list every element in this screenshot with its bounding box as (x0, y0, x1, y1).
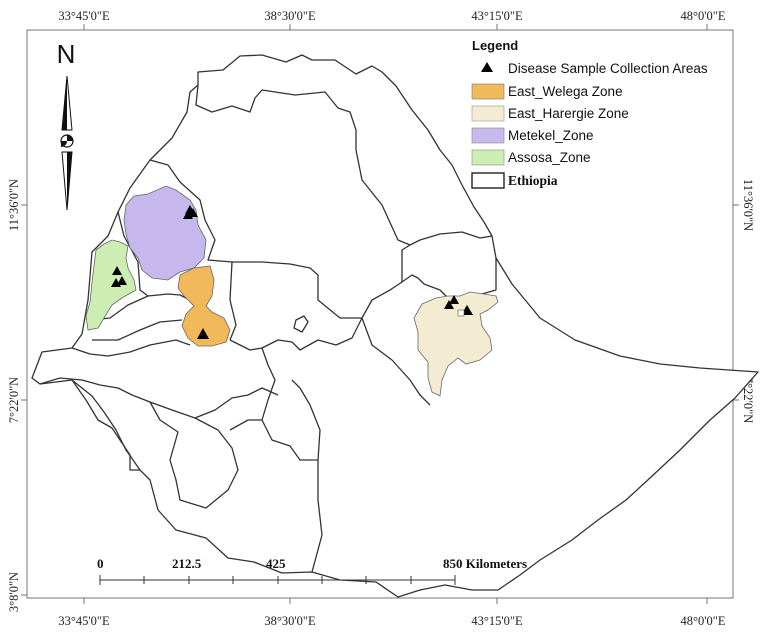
region-boundary (229, 261, 237, 341)
north-letter: N (57, 39, 76, 69)
scale-bar: 0 212.5 425 850 Kilometers (97, 556, 527, 585)
right-latitude-labels: 11°36'0"N 7°22'0"N (741, 179, 755, 423)
legend-swatch-east-welega (471, 83, 505, 100)
north-arrow-lower-shade (67, 152, 72, 210)
region-boundary (149, 159, 425, 319)
lon-label-bottom: 48°0'0"E (681, 614, 726, 628)
study-zones (85, 185, 499, 397)
region-boundary (311, 460, 323, 573)
scale-label-850: 850 Kilometers (443, 556, 527, 571)
region-boundary (229, 419, 262, 431)
north-arrow-upper-shade (62, 76, 67, 130)
ethiopia-outline (31, 54, 759, 598)
top-longitude-labels: 33°45'0"E 38°30'0"E 43°15'0"E 48°0'0"E (58, 9, 725, 23)
lon-label-bottom: 43°15'0"E (471, 614, 523, 628)
town-marker (457, 309, 465, 317)
lat-label-right: 7°22'0"N (741, 377, 755, 423)
region-boundary (293, 315, 309, 333)
lon-label-bottom: 33°45'0"E (58, 614, 110, 628)
lon-label-top: 38°30'0"E (264, 9, 316, 23)
sample-site-marker (117, 276, 127, 285)
region-boundary (361, 317, 431, 406)
east-harergie-zone (413, 291, 499, 397)
scale-label-212: 212.5 (172, 556, 202, 571)
legend-item-assosa: Assosa_Zone (508, 150, 591, 165)
legend-item-ethiopia: Ethiopia (508, 173, 558, 188)
legend-item-sample-areas: Disease Sample Collection Areas (508, 61, 708, 76)
lat-label-left: 3°8'0"N (7, 572, 21, 612)
legend-swatch-east-harergie (471, 105, 505, 122)
lat-label-left: 11°36'0"N (7, 179, 21, 231)
scale-bar-line (99, 575, 456, 585)
metekel-zone (123, 185, 207, 281)
region-boundary (71, 379, 140, 471)
region-boundary (261, 347, 321, 461)
sample-site-marker (183, 210, 193, 219)
legend-item-east-welega: East_Welega Zone (508, 84, 623, 99)
sample-site-marker (449, 295, 459, 304)
sample-site-marker (197, 328, 209, 339)
lon-label-top: 43°15'0"E (471, 9, 523, 23)
region-boundary (195, 84, 493, 246)
ethiopia-boundaries (31, 54, 759, 598)
assosa-zone (85, 239, 137, 331)
legend-item-east-harergie: East_Harergie Zone (508, 106, 629, 121)
east-welega-zone (177, 265, 231, 347)
north-arrow-hub-shade (61, 141, 67, 147)
region-boundary (39, 377, 249, 419)
region-boundary (71, 339, 191, 357)
region-boundary (247, 387, 279, 396)
sample-site-marker (444, 300, 454, 309)
legend-swatch-ethiopia (471, 172, 505, 189)
legend-swatch-assosa (471, 149, 505, 166)
left-latitude-labels: 11°36'0"N 7°22'0"N 3°8'0"N (7, 179, 21, 612)
graticule-ticks (21, 24, 739, 604)
region-boundary (229, 317, 363, 351)
lon-label-bottom: 38°30'0"E (264, 614, 316, 628)
lon-label-top: 48°0'0"E (681, 9, 726, 23)
region-boundary (401, 244, 411, 282)
legend-item-metekel: Metekel_Zone (508, 128, 594, 143)
region-boundary (92, 319, 183, 341)
legend-title: Legend (472, 38, 518, 53)
bottom-longitude-labels: 33°45'0"E 38°30'0"E 43°15'0"E 48°0'0"E (58, 614, 725, 628)
scale-label-0: 0 (97, 556, 104, 571)
lat-label-left: 7°22'0"N (7, 377, 21, 423)
scale-label-425: 425 (266, 556, 286, 571)
lon-label-top: 33°45'0"E (58, 9, 110, 23)
legend-triangle-symbol (481, 62, 493, 72)
region-boundary (149, 401, 239, 509)
north-arrow-hub-shade (67, 135, 73, 141)
sample-site-marker (111, 278, 121, 287)
lat-label-right: 11°36'0"N (741, 179, 755, 231)
sample-sites (111, 205, 473, 339)
legend: Legend Disease Sample Collection Areas E… (471, 38, 708, 189)
north-arrow: N (57, 39, 76, 211)
sample-site-marker (112, 266, 122, 275)
region-boundary (117, 211, 149, 297)
legend-swatch-metekel (471, 127, 505, 144)
